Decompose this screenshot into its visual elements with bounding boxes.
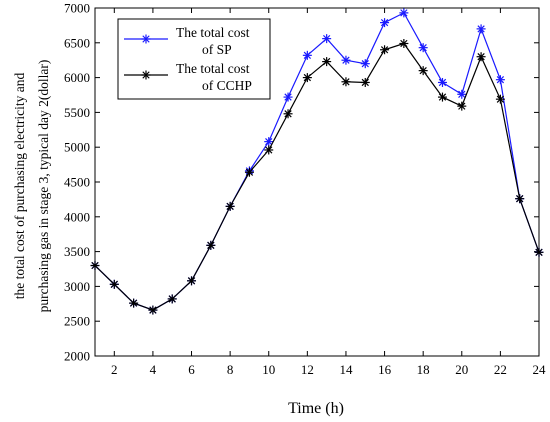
- x-tick-label: 12: [301, 362, 314, 377]
- y-axis-title-line-2: purchasing gas in stage 3, typical day 2…: [36, 60, 51, 313]
- legend-marker: [141, 70, 151, 80]
- data-point: [457, 101, 467, 111]
- data-point: [302, 73, 312, 83]
- x-tick-label: 14: [339, 362, 353, 377]
- legend-label-line-1: The total cost: [176, 25, 250, 40]
- data-point: [129, 298, 139, 308]
- y-tick-label: 7000: [64, 1, 90, 16]
- series-lines: [90, 8, 544, 315]
- data-point: [302, 50, 312, 60]
- legend-label-line-1: The total cost: [176, 61, 250, 76]
- series-line: [94, 42, 540, 311]
- data-point: [264, 145, 274, 155]
- data-point: [322, 57, 332, 67]
- legend: The total cost of SP The total cost of CCHP: [117, 18, 271, 100]
- data-point: [437, 92, 447, 102]
- legend-marker: [141, 34, 151, 44]
- x-axis-title: Time (h): [288, 400, 344, 417]
- data-point: [341, 77, 351, 87]
- data-point: [360, 59, 370, 69]
- data-point: [283, 109, 293, 119]
- data-point: [109, 279, 119, 289]
- y-axis-ticks: 2000 2500 3000 3500 4000 4500 5000 5500 6000 6500…: [64, 1, 539, 364]
- legend-label-line-2: of CCHP: [202, 78, 252, 93]
- legend-item: The total cost of SP: [124, 25, 250, 57]
- data-point: [187, 276, 197, 286]
- y-tick-label: 2000: [64, 349, 90, 364]
- data-point: [418, 43, 428, 53]
- x-tick-label: 6: [188, 362, 195, 377]
- data-point: [380, 45, 390, 55]
- x-tick-label: 20: [455, 362, 468, 377]
- data-point: [148, 305, 158, 315]
- data-point: [380, 18, 390, 28]
- y-tick-label: 5500: [64, 105, 90, 120]
- data-point: [341, 55, 351, 65]
- y-tick-label: 3500: [64, 244, 90, 259]
- data-point: [322, 34, 332, 44]
- y-axis-title: the total cost of purchasing electricity…: [12, 60, 51, 313]
- x-tick-label: 24: [533, 362, 547, 377]
- y-axis-title-line-1: the total cost of purchasing electricity…: [12, 73, 27, 300]
- data-point: [283, 92, 293, 102]
- x-tick-label: 4: [150, 362, 157, 377]
- x-tick-label: 16: [378, 362, 392, 377]
- data-point: [264, 137, 274, 147]
- data-point: [534, 247, 544, 257]
- y-tick-label: 6500: [64, 35, 90, 50]
- data-point: [360, 77, 370, 87]
- data-point: [495, 94, 505, 104]
- x-tick-label: 22: [494, 362, 507, 377]
- y-tick-label: 5000: [64, 140, 90, 155]
- x-tick-label: 2: [111, 362, 118, 377]
- data-point: [476, 24, 486, 34]
- x-tick-label: 10: [262, 362, 275, 377]
- data-point: [418, 66, 428, 76]
- data-point: [399, 38, 409, 48]
- data-point: [244, 167, 254, 177]
- series-cchp: [90, 38, 544, 315]
- y-tick-label: 4000: [64, 209, 90, 224]
- data-point: [495, 75, 505, 85]
- x-axis-ticks: 2 4 6 8 10 12 14 16 18 20 22 24: [111, 8, 546, 377]
- data-point: [225, 201, 235, 211]
- y-tick-label: 2500: [64, 314, 90, 329]
- data-point: [457, 89, 467, 99]
- data-point: [167, 294, 177, 304]
- legend-item: The total cost of CCHP: [124, 61, 252, 93]
- y-tick-label: 6000: [64, 70, 90, 85]
- data-point: [515, 194, 525, 204]
- x-tick-label: 8: [227, 362, 234, 377]
- y-tick-label: 3000: [64, 279, 90, 294]
- legend-box: [117, 18, 271, 100]
- x-tick-label: 18: [417, 362, 430, 377]
- data-point: [90, 261, 100, 271]
- series-sp: [90, 8, 544, 315]
- legend-label-line-2: of SP: [202, 42, 232, 57]
- data-point: [399, 8, 409, 18]
- data-point: [476, 52, 486, 62]
- data-point: [437, 77, 447, 87]
- y-tick-label: 4500: [64, 175, 90, 190]
- data-point: [206, 240, 216, 250]
